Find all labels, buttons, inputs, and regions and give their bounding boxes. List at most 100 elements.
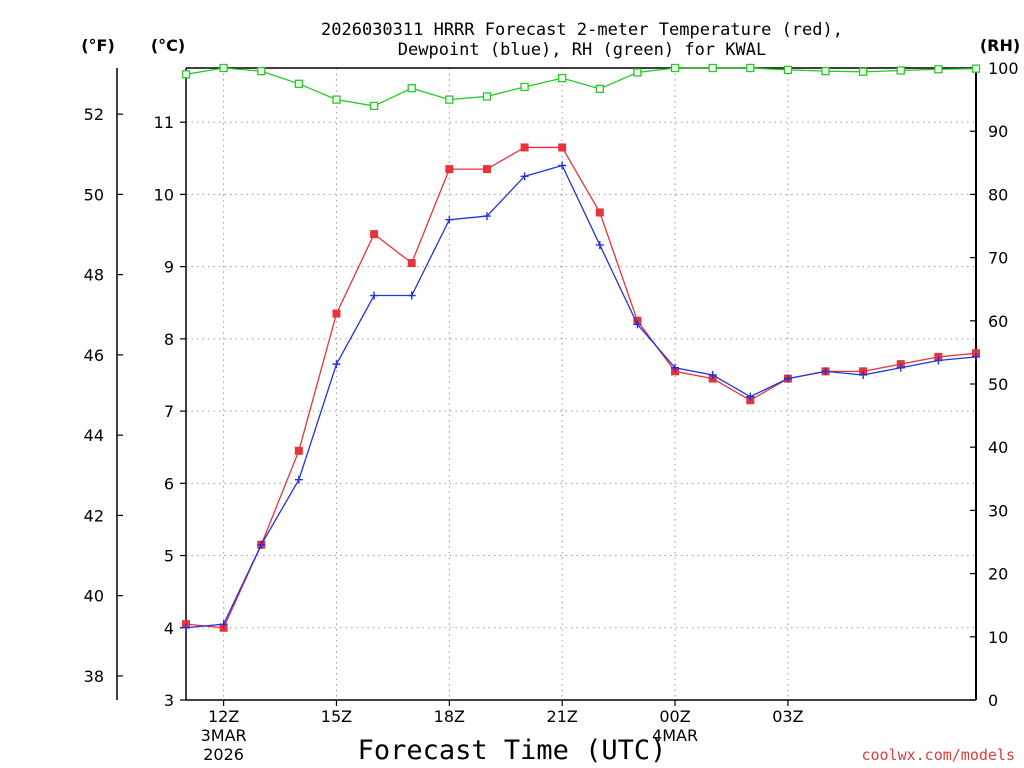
temperature-point [445, 165, 454, 174]
rh-tick-label: 0 [988, 691, 998, 710]
rh-point [896, 66, 905, 75]
x-tick-date-label: 4MAR [652, 726, 698, 745]
temperature-point [520, 143, 529, 152]
temperature-point [370, 230, 379, 239]
rh-point [934, 65, 943, 74]
rh-point [858, 67, 868, 76]
fahrenheit-tick-label: 52 [84, 105, 104, 124]
series [181, 63, 981, 632]
dewpoint-point [671, 363, 680, 372]
dewpoint-point [896, 363, 905, 372]
rh-tick-label: 80 [988, 185, 1008, 204]
x-tick-label: 15Z [321, 707, 352, 726]
x-tick-date-label: 3MAR [201, 726, 247, 745]
x-tick-label: 21Z [547, 707, 578, 726]
fahrenheit-tick-label: 44 [84, 426, 104, 445]
dewpoint-point [746, 392, 755, 401]
rh-tick-label: 40 [988, 438, 1008, 457]
dewpoint-point [182, 623, 190, 632]
x-tick-label: 12Z [208, 707, 239, 726]
rh-point [971, 64, 981, 73]
x-tick-label: 00Z [659, 707, 690, 726]
rh-tick-label: 10 [988, 628, 1008, 647]
rh-point [746, 63, 755, 73]
chart-title-line2: Dewpoint (blue), RH (green) for KWAL [398, 40, 766, 60]
dewpoint-point [332, 360, 341, 369]
dewpoint-point [219, 620, 228, 629]
rh-tick-label: 50 [988, 375, 1008, 394]
dewpoint-point [407, 291, 416, 300]
celsius-tick-label: 10 [154, 185, 174, 204]
dewpoint-point [482, 212, 491, 221]
dewpoint-point [520, 172, 529, 181]
rh-tick-label: 70 [988, 249, 1008, 268]
celsius-tick-label: 3 [164, 691, 174, 710]
dewpoint-line [185, 164, 977, 629]
temperature-point [482, 165, 491, 174]
rh-unit-label: (RH) [980, 36, 1020, 55]
celsius-tick-label: 4 [164, 619, 174, 638]
dewpoint-point [445, 215, 454, 224]
rh-tick-label: 60 [988, 312, 1008, 331]
dewpoint-point [633, 320, 642, 329]
rh-tick-label: 100 [988, 59, 1019, 78]
x-tick-year-label: 2026 [203, 745, 244, 764]
rh-point [332, 95, 341, 104]
rh-point [407, 84, 416, 93]
rh-tick-label: 20 [988, 565, 1008, 584]
rh-point [181, 70, 191, 79]
dewpoint-point [708, 370, 717, 379]
rh-point [520, 82, 529, 92]
dewpoint-point [859, 370, 868, 379]
rh-point [670, 63, 680, 73]
dewpoint-point [972, 352, 980, 361]
x-axis-label: Forecast Time (UTC) [358, 735, 667, 766]
rh-point [369, 101, 379, 111]
rh-point [482, 92, 492, 101]
dewpoint-point [294, 475, 303, 484]
celsius-tick-label: 7 [164, 402, 174, 421]
dewpoint-point [821, 367, 830, 376]
rh-point [558, 73, 567, 83]
rh-point [219, 63, 228, 73]
rh-point [595, 84, 604, 94]
rh-point [445, 95, 454, 104]
rh-tick-label: 30 [988, 501, 1008, 520]
dewpoint-point [934, 356, 943, 365]
rh-point [783, 65, 793, 75]
fahrenheit-tick-label: 50 [84, 185, 104, 204]
rh-point [633, 68, 642, 77]
x-tick-label: 03Z [772, 707, 803, 726]
x-tick-label: 18Z [434, 707, 465, 726]
credit-text: coolwx.com/models [861, 746, 1015, 764]
dewpoint-point [558, 161, 567, 170]
fahrenheit-tick-label: 38 [84, 667, 104, 686]
fahrenheit-unit-label: (°F) [81, 36, 115, 55]
temperature-line [185, 146, 977, 629]
dewpoint-point [783, 374, 792, 383]
celsius-tick-label: 9 [164, 258, 174, 277]
rh-point [708, 63, 717, 73]
rh-point [257, 67, 266, 76]
dewpoint-point [257, 540, 266, 549]
celsius-tick-label: 8 [164, 330, 174, 349]
celsius-tick-label: 11 [154, 113, 174, 132]
temperature-point [332, 309, 341, 318]
grid [186, 68, 976, 700]
rh-point [294, 79, 304, 88]
celsius-tick-label: 6 [164, 474, 174, 493]
temperature-point [595, 208, 604, 217]
dewpoint-point [370, 291, 379, 300]
fahrenheit-tick-label: 46 [84, 346, 104, 365]
fahrenheit-tick-label: 48 [84, 266, 104, 285]
rh-point [821, 67, 830, 76]
rh-tick-label: 90 [988, 122, 1008, 141]
celsius-unit-label: (°C) [151, 36, 185, 55]
fahrenheit-tick-label: 40 [84, 587, 104, 606]
celsius-tick-label: 5 [164, 547, 174, 566]
chart-title-line1: 2026030311 HRRR Forecast 2-meter Tempera… [321, 20, 843, 40]
temperature-point [407, 259, 416, 268]
dewpoint-point [595, 240, 604, 249]
